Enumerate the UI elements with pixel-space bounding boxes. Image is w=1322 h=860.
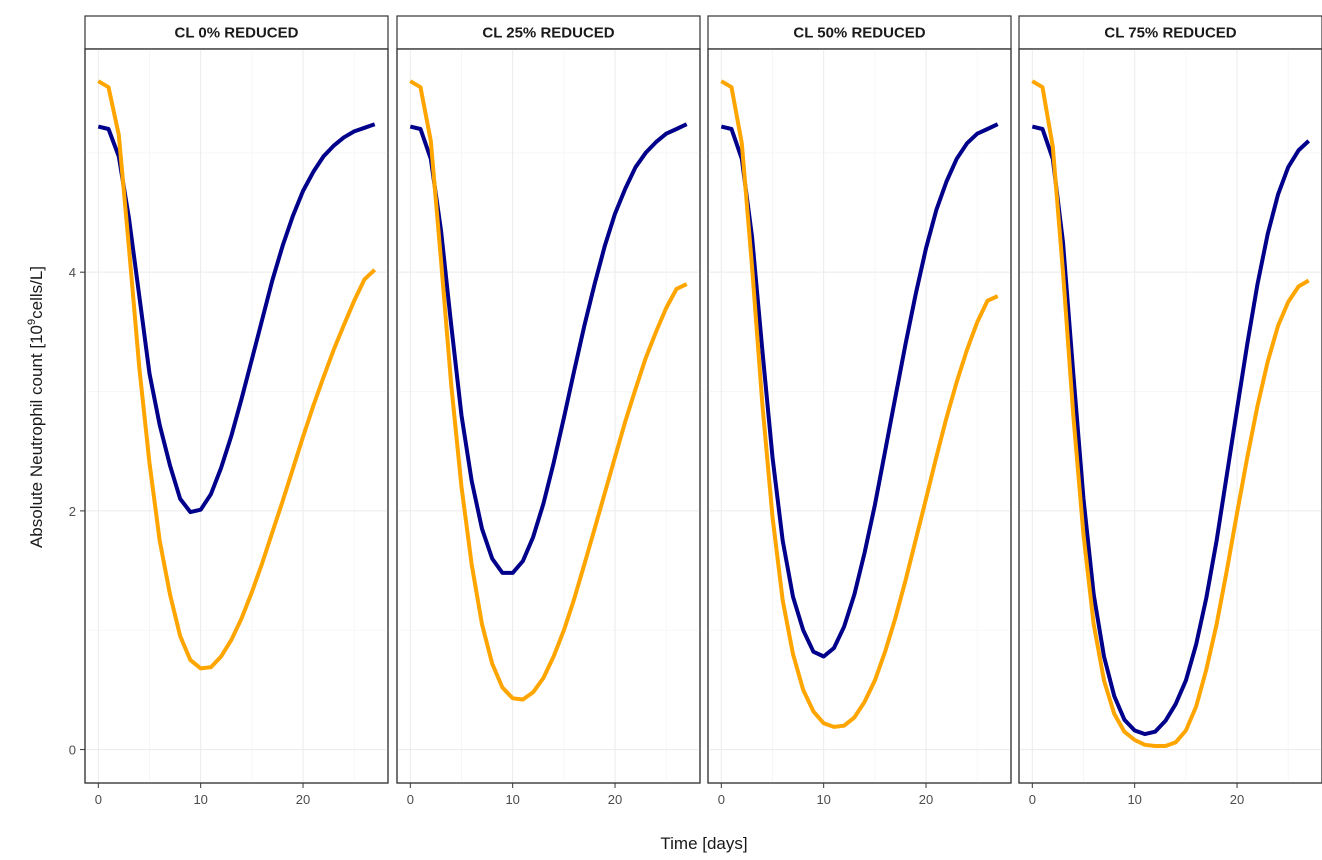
- panel-strip: [84, 15, 389, 50]
- panel-title: CL 50% REDUCED: [793, 25, 925, 42]
- y-axis-title-superscript: 9: [26, 319, 38, 325]
- series-line-2: [97, 79, 377, 671]
- x-tick-label: 10: [505, 792, 519, 807]
- y-tick-label: 0: [69, 743, 76, 758]
- panel-title: CL 0% REDUCED: [175, 25, 299, 42]
- series-line-1: [409, 122, 688, 575]
- x-tick-label: 20: [608, 792, 622, 807]
- x-tick-label: 0: [407, 792, 414, 807]
- panel-1: CL 0% REDUCED 0 10 20 0 2 4: [69, 15, 389, 807]
- x-tick-label: 20: [296, 792, 310, 807]
- y-tick-label: 4: [69, 265, 76, 280]
- y-axis-title: Absolute Neutrophil count [109cells/L]: [26, 266, 46, 548]
- series-line-2: [720, 79, 999, 729]
- x-tick-label: 0: [95, 792, 102, 807]
- x-tick-label: 0: [1029, 792, 1036, 807]
- series-line-2: [1031, 79, 1310, 748]
- panel-background: [707, 48, 1012, 784]
- x-tick-label: 20: [919, 792, 933, 807]
- panel-border: [396, 48, 701, 784]
- panel-title: CL 75% REDUCED: [1104, 25, 1236, 42]
- panel-4: CL 75% REDUCED 0 10 20: [1018, 15, 1322, 807]
- panel-title: CL 25% REDUCED: [482, 25, 614, 42]
- y-axis-title-suffix: cells/L]: [27, 266, 46, 319]
- series-line-1: [720, 122, 999, 659]
- y-tick-label: 2: [69, 504, 76, 519]
- panel-border: [84, 48, 389, 784]
- panel-background: [1018, 48, 1322, 784]
- y-axis-title-prefix: Absolute Neutrophil count [10: [27, 325, 46, 548]
- panel-strip: [396, 15, 701, 50]
- x-axis-title: Time [days]: [660, 834, 747, 853]
- x-tick-label: 10: [1127, 792, 1141, 807]
- panel-border: [1018, 48, 1322, 784]
- x-tick-label: 0: [718, 792, 725, 807]
- x-tick-label: 10: [193, 792, 207, 807]
- x-tick-label: 10: [816, 792, 830, 807]
- series-line-1: [1031, 124, 1311, 737]
- panel-border: [707, 48, 1012, 784]
- series-line-2: [409, 79, 688, 702]
- panel-background: [396, 48, 701, 784]
- panels: CL 0% REDUCED 0 10 20 0 2 4 CL 25% REDUCED 0 10 20…: [69, 15, 1322, 807]
- series-line-1: [97, 122, 376, 515]
- panel-strip: [707, 15, 1012, 50]
- panel-2: CL 25% REDUCED 0 10 20: [396, 15, 701, 807]
- x-tick-label: 20: [1230, 792, 1244, 807]
- panel-3: CL 50% REDUCED 0 10 20: [707, 15, 1012, 807]
